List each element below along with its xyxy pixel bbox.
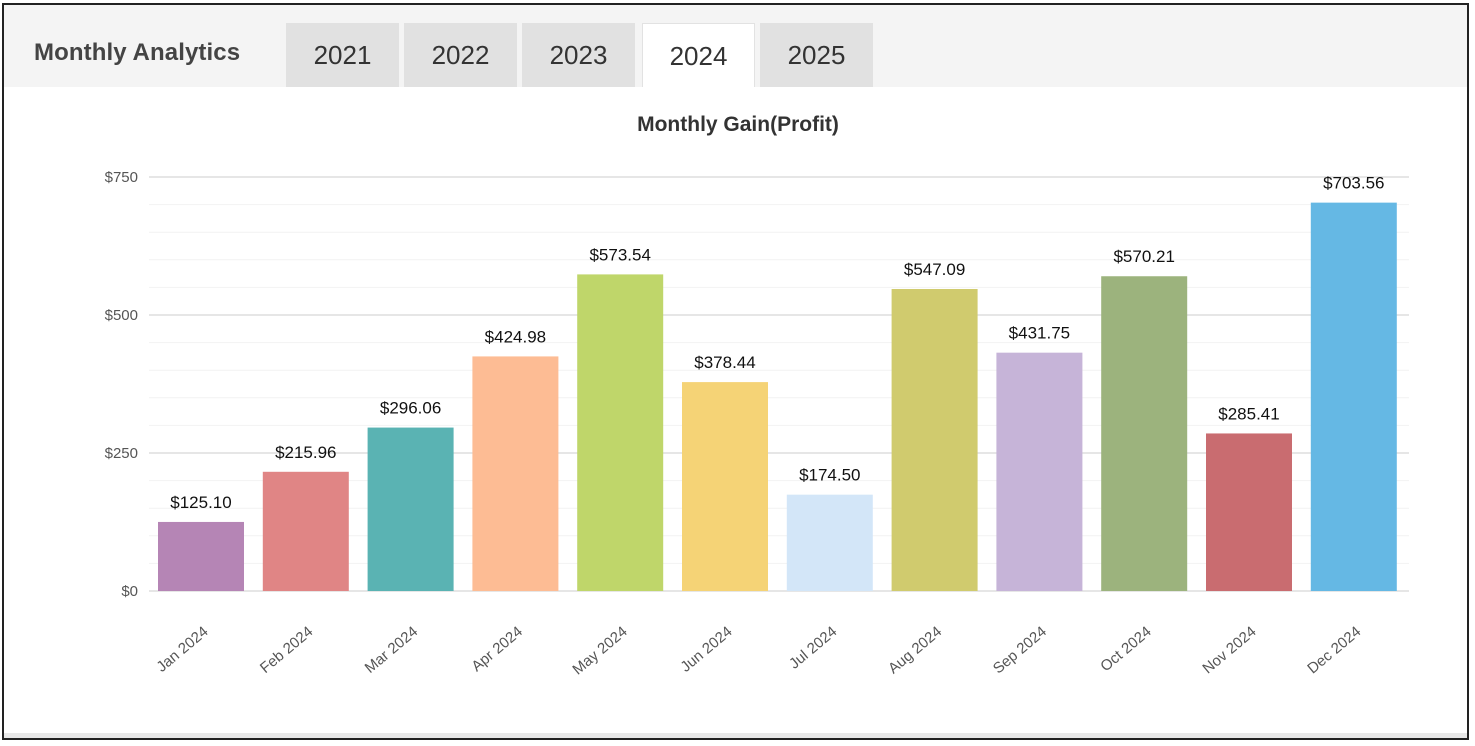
y-tick-label: $750 (105, 169, 138, 186)
data-label: $703.56 (1323, 174, 1384, 193)
data-label: $174.50 (799, 466, 860, 485)
data-label: $125.10 (170, 493, 231, 512)
x-tick-label: Mar 2024 (362, 623, 421, 677)
data-label: $573.54 (589, 245, 650, 264)
data-label: $285.41 (1218, 404, 1279, 423)
data-label: $378.44 (694, 353, 755, 372)
bar-mar-2024[interactable] (367, 427, 454, 591)
bar-oct-2024[interactable] (1101, 276, 1188, 591)
data-label: $431.75 (1009, 324, 1070, 343)
data-label: $215.96 (275, 443, 336, 462)
bar-jun-2024[interactable] (682, 382, 768, 591)
tab-bar: Monthly Analytics 2021 2022 2023 2024 20… (4, 5, 1467, 89)
y-tick-label: $250 (105, 445, 138, 462)
x-tick-label: Sep 2024 (990, 623, 1050, 677)
data-label: $547.09 (904, 260, 965, 279)
x-tick-label: Jul 2024 (786, 623, 840, 672)
x-tick-label: Oct 2024 (1097, 623, 1155, 675)
x-tick-label: May 2024 (569, 623, 630, 678)
y-tick-label: $500 (105, 307, 138, 324)
monthly-gain-chart: Monthly Gain(Profit) $125.10 $215.96 $296.… (105, 113, 1409, 678)
data-label: $570.21 (1113, 247, 1174, 266)
chart-title: Monthly Gain(Profit) (637, 113, 839, 136)
bar-sep-2024[interactable] (996, 352, 1083, 591)
bar-jul-2024[interactable] (786, 494, 873, 591)
tab-2022[interactable]: 2022 (404, 23, 517, 87)
x-tick-label: Feb 2024 (257, 623, 316, 677)
tab-2024[interactable]: 2024 (642, 23, 755, 89)
bar-may-2024[interactable] (577, 274, 664, 591)
bar-feb-2024[interactable] (262, 471, 349, 591)
y-tick-label: $0 (121, 583, 138, 600)
x-tick-label: Nov 2024 (1199, 623, 1259, 677)
panel-title: Monthly Analytics (34, 39, 241, 66)
x-tick-label: Dec 2024 (1304, 623, 1364, 677)
data-label: $424.98 (485, 327, 546, 346)
tab-2021[interactable]: 2021 (286, 23, 399, 87)
x-tick-label: Aug 2024 (885, 623, 945, 677)
bar-dec-2024[interactable] (1310, 202, 1397, 591)
analytics-panel: Monthly Analytics 2021 2022 2023 2024 20… (2, 3, 1469, 740)
bar-jan-2024[interactable] (158, 521, 244, 591)
bar-apr-2024[interactable] (472, 356, 559, 591)
data-label: $296.06 (380, 399, 441, 418)
bar-nov-2024[interactable] (1206, 433, 1292, 591)
chart-area: Monthly Gain(Profit) $125.10 $215.96 $296.… (4, 87, 1467, 738)
x-tick-label: Jun 2024 (677, 623, 735, 676)
x-tick-label: Apr 2024 (468, 623, 526, 675)
bar-aug-2024[interactable] (891, 289, 978, 591)
tab-2025[interactable]: 2025 (760, 23, 873, 87)
tab-2023[interactable]: 2023 (522, 23, 635, 87)
x-tick-label: Jan 2024 (153, 623, 211, 676)
